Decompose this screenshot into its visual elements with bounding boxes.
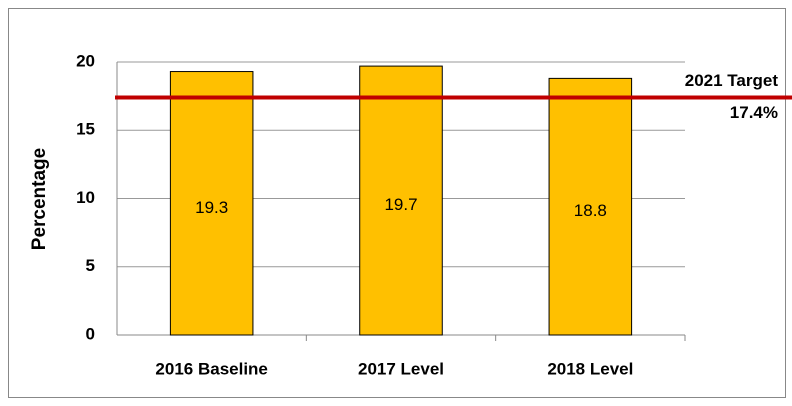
value-label: 19.7 [384, 195, 417, 214]
y-tick-label: 10 [76, 188, 95, 207]
value-label: 18.8 [574, 201, 607, 220]
y-tick-label: 15 [76, 120, 95, 139]
y-axis-label: Percentage [29, 148, 50, 250]
bar [359, 65, 443, 336]
target-label: 2021 Target [685, 71, 779, 90]
x-tick-label: 2016 Baseline [155, 359, 267, 378]
y-tick-label: 5 [86, 256, 95, 275]
bar [169, 71, 254, 336]
target-value-label: 17.4% [730, 103, 778, 122]
x-tick-label: 2018 Level [547, 359, 633, 378]
y-tick-label: 0 [86, 324, 95, 343]
value-label: 19.3 [195, 198, 228, 217]
x-tick-label: 2017 Level [358, 359, 444, 378]
y-tick-label: 20 [76, 51, 95, 70]
bar [548, 77, 633, 336]
